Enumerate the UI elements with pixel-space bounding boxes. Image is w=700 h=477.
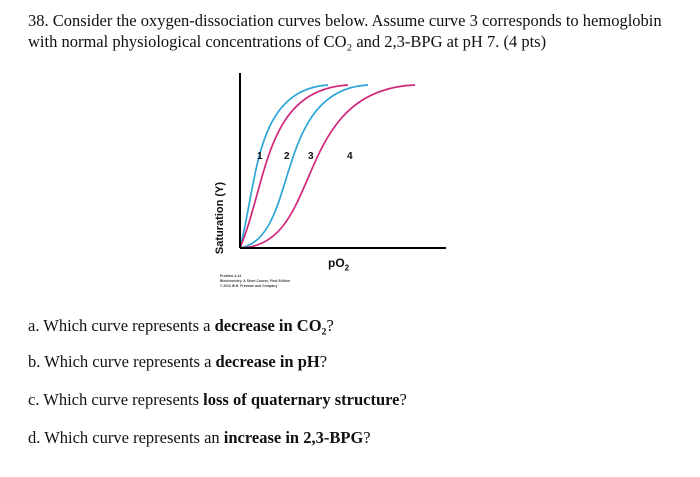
question-text: 38. Consider the oxygen-dissociation cur… [28, 11, 662, 51]
y-axis-label: Saturation (Y) [214, 181, 226, 255]
subquestion-b: b. Which curve represents a decrease in … [28, 352, 327, 372]
curves-plot [239, 73, 446, 249]
subquestion-d-prefix: d. Which curve represents an [28, 428, 224, 447]
credit-line-1: Problem 4-14 [220, 274, 242, 278]
curve-label-2: 2 [284, 151, 290, 162]
curve-label-1: 1 [257, 151, 263, 162]
subquestion-a-bold: decrease in CO₂ [214, 316, 327, 335]
curve-label-4: 4 [347, 151, 353, 162]
curve-4 [239, 84, 416, 249]
x-axis-label-subscript: 2 [344, 263, 350, 273]
subquestion-d: d. Which curve represents an increase in… [28, 428, 371, 448]
credit-line-3: © 2010 W.H. Freeman and Company [220, 284, 278, 288]
subquestion-a-prefix: a. Which curve represents a [28, 316, 215, 335]
subquestion-d-bold: increase in 2,3-BPG [223, 428, 364, 447]
subquestion-c-bold: loss of quaternary structure [203, 390, 400, 409]
x-axis-label-main: pO [328, 256, 345, 270]
curve-1 [239, 84, 329, 249]
subquestion-b-prefix: b. Which curve represents a [28, 352, 216, 371]
subquestion-c-suffix: ? [399, 390, 407, 409]
subquestion-b-bold: decrease in pH [215, 352, 320, 371]
subquestion-a: a. Which curve represents a decrease in … [28, 316, 334, 336]
subquestion-b-suffix: ? [319, 352, 328, 371]
oxygen-dissociation-figure: Saturation (Y) pO2 1 2 3 4 Problem 4-14 … [210, 68, 460, 298]
subquestion-c-prefix: c. Which curve represents [28, 390, 204, 409]
subquestion-c: c. Which curve represents loss of quater… [28, 390, 407, 410]
subquestion-d-suffix: ? [363, 428, 371, 447]
subquestion-a-suffix: ? [326, 316, 334, 335]
curve-2 [239, 84, 349, 249]
x-axis-label: pO2 [328, 256, 349, 272]
curve-3 [239, 84, 369, 249]
credit-line-2: Biochemistry: A Short Course, First Edit… [220, 279, 290, 283]
curve-label-3: 3 [308, 151, 314, 162]
